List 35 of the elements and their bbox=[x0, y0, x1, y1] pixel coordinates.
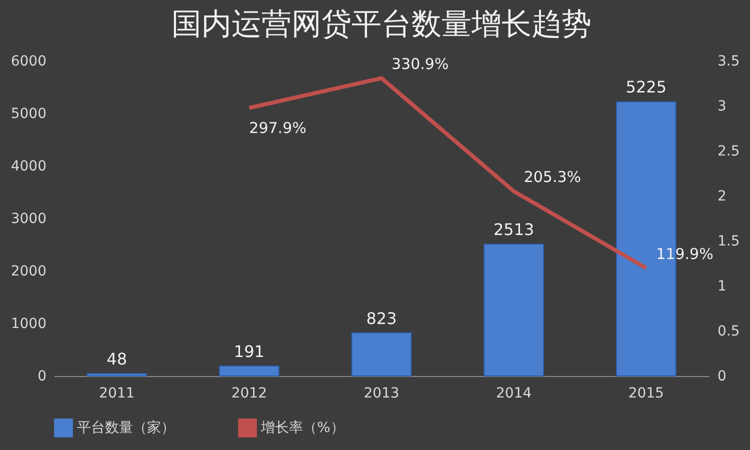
y2-tick-label: 0 bbox=[718, 368, 726, 384]
legend-label: 平台数量（家） bbox=[77, 420, 175, 436]
y2-tick-label: 1 bbox=[718, 278, 726, 294]
y2-tick-label: 0.5 bbox=[718, 324, 740, 340]
y-tick-label: 1000 bbox=[10, 316, 46, 332]
y2-tick-label: 2.5 bbox=[718, 144, 740, 160]
y2-tick-label: 2 bbox=[718, 188, 726, 204]
legend-label: 增长率（%） bbox=[260, 420, 344, 436]
y2-tick-label: 1.5 bbox=[718, 234, 740, 250]
x-tick-label: 2011 bbox=[99, 386, 135, 402]
y2-tick-label: 3.5 bbox=[718, 54, 740, 70]
y-tick-label: 4000 bbox=[10, 158, 46, 174]
bar bbox=[351, 332, 412, 376]
data-label: 330.9% bbox=[392, 55, 449, 74]
data-label: 5225 bbox=[626, 78, 667, 97]
data-label: 48 bbox=[106, 349, 128, 368]
data-label: 205.3% bbox=[524, 168, 582, 186]
y2-tick-label: 3 bbox=[718, 98, 726, 114]
bar bbox=[218, 365, 280, 376]
data-label: 191 bbox=[234, 342, 264, 361]
data-label: 2513 bbox=[493, 220, 534, 240]
y-tick-label: 6000 bbox=[10, 54, 46, 70]
chart-title: 国内运营网贷平台数量增长趋势 bbox=[172, 7, 592, 42]
x-tick-label: 2014 bbox=[496, 386, 532, 402]
y-tick-label: 0 bbox=[38, 368, 46, 384]
data-label: 823 bbox=[366, 308, 397, 328]
data-label: 297.9% bbox=[249, 118, 306, 137]
bar bbox=[484, 244, 544, 376]
y-tick-label: 3000 bbox=[10, 211, 46, 227]
y-tick-label: 2000 bbox=[10, 264, 46, 280]
x-tick-label: 2012 bbox=[231, 386, 267, 402]
y-tick-label: 5000 bbox=[10, 106, 46, 122]
x-tick-label: 2013 bbox=[364, 386, 400, 402]
x-tick-label: 2015 bbox=[628, 386, 664, 402]
bar bbox=[86, 372, 148, 376]
